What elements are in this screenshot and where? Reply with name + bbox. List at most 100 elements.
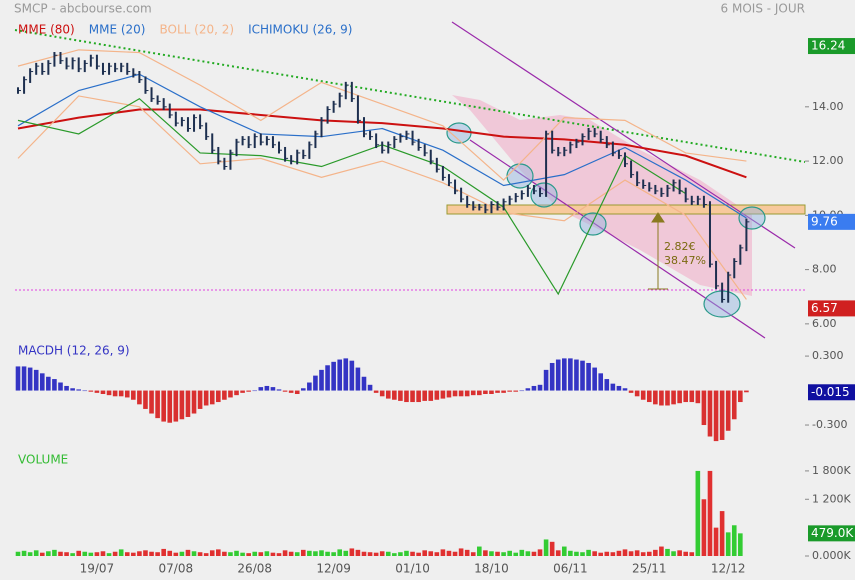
price-bar [35,62,38,75]
volume-bar [665,548,670,556]
y-tick-label: 1 800K [812,464,851,477]
price-bar [539,187,542,197]
price-bar [545,130,548,197]
volume-bar [264,551,270,556]
y-tick-label: 0.000K [812,549,851,562]
volume-bar [385,551,391,556]
volume-bar [695,470,701,556]
macd-bar [361,376,367,391]
price-bar [126,62,129,75]
volume-bar [628,551,634,556]
price-bar [630,160,633,178]
panel-title: VOLUME [18,453,68,467]
macd-bar [434,390,440,400]
volume-bar [452,551,458,556]
volume-bar [543,539,549,556]
x-tick-label: 06/11 [553,562,588,576]
price-bar [120,62,123,73]
macd-bar [695,390,701,404]
price-bar [241,136,244,146]
macd-bar [173,390,179,422]
price-bar [666,184,669,197]
volume-bar [46,551,51,556]
site: SMCP - abcbourse.com [14,2,152,16]
macd-bar [76,389,81,391]
price-bar [156,95,159,105]
price-bar [702,195,705,208]
macd-bar [282,390,288,392]
gap-arrow [648,212,668,290]
price-bar [290,155,293,165]
volume-bar [246,553,251,556]
indicator-line [17,97,687,296]
price-bar [101,62,104,75]
macd-bar [495,390,500,393]
macd-bar [143,390,148,409]
price-bar [727,271,730,303]
volume-bar [477,546,482,556]
price-bar [278,141,281,154]
macd-bar [562,358,567,391]
macd-bar [440,390,446,399]
value-badge [808,213,855,230]
macd-bar [82,390,88,392]
volume-bar [58,551,63,556]
macd-bar [689,390,695,403]
macd-bar [592,367,597,391]
volume-bar [677,550,682,556]
macd-bar [33,369,39,391]
volume-bar [701,499,707,556]
price-bar [642,179,645,189]
price-bar [690,195,693,206]
macd-bar [470,390,476,396]
value-badge-label: 9.76 [811,214,838,228]
annotation: 38.47% [664,254,706,267]
macd-bar [677,390,682,404]
volume-bar [683,551,688,556]
volume-bar [531,551,537,556]
volume-bar [483,550,488,556]
volume-bar [574,551,579,556]
volume-bar [646,551,652,556]
volume-bar [112,551,118,556]
price-bar [417,138,420,151]
macd-bar [264,385,270,391]
price-bar [393,136,396,149]
value-badge-label: -0.015 [811,385,850,399]
macd-bar [209,390,215,405]
macd-bar [373,390,379,393]
price-bar [308,141,311,159]
macd-bar [307,382,312,391]
volume-bar [337,549,343,556]
macd-bar [531,385,537,391]
macd-bar [513,390,519,392]
volume-bar [106,553,112,556]
price-bar [678,179,681,195]
macd-bar [568,358,573,391]
macd-bar [525,388,531,391]
macd-bar [725,390,731,431]
volume-bar [179,551,185,556]
price-bar [466,195,469,208]
macd-bar [653,390,658,405]
macd-bar [70,388,75,391]
volume-bar [659,546,664,556]
price-bar [399,133,402,143]
price-bar [229,149,232,170]
y-tick-label: 8.00 [812,263,837,276]
price-bar [89,54,92,67]
price-bar [411,130,414,146]
macd-bar [537,384,543,391]
price-bar [65,57,68,70]
y-tick-label: 0.300 [812,349,844,362]
price-bar [581,133,584,146]
macd-bar [52,379,57,391]
price-bar [660,187,663,197]
price-bar [344,81,347,100]
volume-bar [416,552,421,556]
price-bar [532,184,535,195]
volume-bar [568,550,573,556]
price-bar [332,100,335,113]
x-tick-label: 07/08 [159,562,194,576]
volume-bar [137,551,142,556]
